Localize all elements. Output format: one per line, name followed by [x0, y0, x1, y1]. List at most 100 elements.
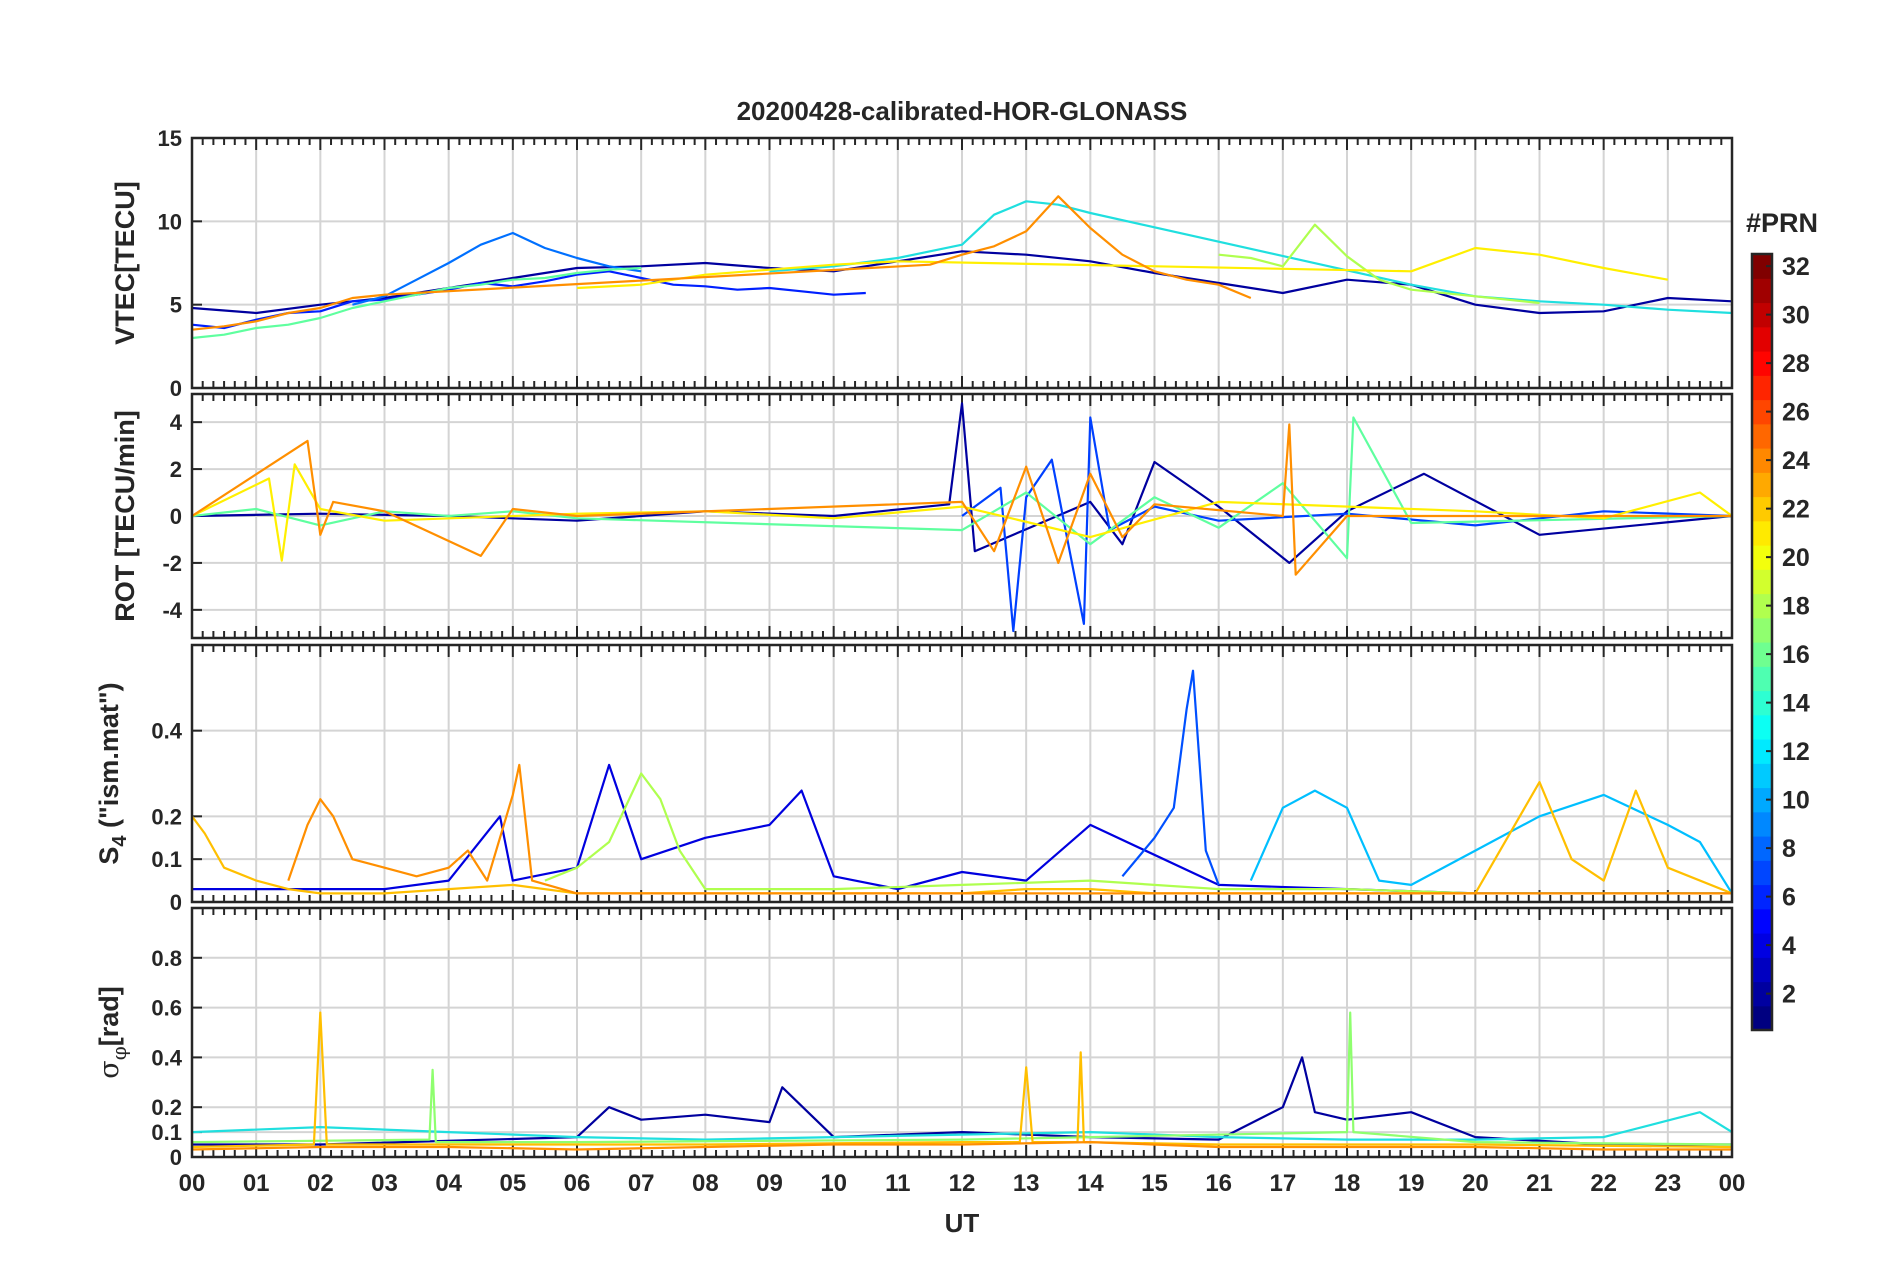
x-tick-label: 15 [1141, 1170, 1168, 1197]
panel-2: -4 -2 0 2 4 ROT [TECU/min] [110, 392, 1734, 640]
axes-frame [190, 136, 1734, 390]
colorbar-tick-label: 6 [1782, 884, 1796, 912]
y-axis-label: S4 ("ism.mat") [94, 682, 131, 864]
x-tick-label: 08 [692, 1170, 719, 1197]
colorbar-segment [1752, 448, 1772, 473]
y-axis-label: σφ[rad] [94, 986, 131, 1078]
colorbar-segment [1752, 569, 1772, 595]
series-prn-23 [287, 763, 1732, 895]
x-tick-label: 10 [820, 1170, 847, 1197]
x-tick-label: 05 [499, 1170, 526, 1197]
colorbar-tick-label: 4 [1782, 932, 1796, 960]
y-tick-label: -2 [162, 551, 182, 576]
y-tick-label: 2 [170, 457, 182, 482]
colorbar-segment [1752, 884, 1772, 910]
colorbar-segment [1752, 593, 1772, 619]
colorbar-segment [1752, 278, 1772, 304]
colorbar-tick-label: 8 [1782, 835, 1796, 863]
y-axis-label: ROT [TECU/min] [110, 410, 140, 621]
series-prn-23 [192, 195, 1252, 331]
colorbar-tick-label: 28 [1782, 350, 1810, 378]
y-axis-label: VTEC[TECU] [110, 181, 140, 345]
x-tick-label: 16 [1205, 1170, 1232, 1197]
x-tick-label: 12 [949, 1170, 976, 1197]
x-tick-label: 22 [1590, 1170, 1617, 1197]
series-prn-2 [192, 1056, 1732, 1146]
y-tick-label: 4 [170, 410, 183, 435]
colorbar-tick-label: 18 [1782, 593, 1810, 621]
colorbar-tick-label: 24 [1782, 447, 1810, 475]
colorbar-segment [1752, 399, 1772, 425]
colorbar-segment [1752, 302, 1772, 328]
colorbar-segment [1752, 520, 1772, 546]
panel-4: 00.10.2 0.4 0.6 0.8 σφ[rad] 00 01 02 03 04 05 06 07 0… [94, 906, 1746, 1197]
x-tick-label: 17 [1269, 1170, 1296, 1197]
x-tick-label: 01 [243, 1170, 270, 1197]
series-group [192, 402, 1732, 633]
x-tick-label: 18 [1334, 1170, 1361, 1197]
colorbar-segment [1752, 666, 1772, 692]
colorbar-segment [1752, 860, 1772, 886]
colorbar-segment [1752, 763, 1772, 789]
panel-3: 0 0.1 0.2 0.4 S4 ("ism.mat") [94, 643, 1734, 915]
x-tick-label: 04 [435, 1170, 462, 1197]
colorbar-segment [1752, 690, 1772, 716]
x-tick-label: 07 [628, 1170, 655, 1197]
colorbar-title: #PRN [1746, 208, 1818, 238]
y-tick-label: 15 [158, 126, 182, 151]
x-tick-label: 00 [1719, 1170, 1746, 1197]
colorbar-segment [1752, 326, 1772, 352]
colorbar-segment [1752, 1005, 1772, 1031]
colorbar-tick-label: 2 [1782, 981, 1796, 1009]
colorbar-segment [1752, 545, 1772, 570]
series-prn-17 [192, 1011, 1732, 1146]
x-tick-label: 23 [1654, 1170, 1681, 1197]
y-tick-label: 0.1 [151, 847, 182, 872]
series-prn-6 [961, 416, 1732, 633]
x-tick-label: 09 [756, 1170, 783, 1197]
y-tick-label: 0 [170, 504, 182, 529]
series-prn-5 [192, 270, 866, 330]
colorbar-tick-label: 26 [1782, 399, 1810, 427]
x-tick-label: 11 [885, 1170, 910, 1197]
colorbar-tick-label: 12 [1782, 738, 1810, 766]
colorbar-tick-label: 22 [1782, 496, 1810, 524]
colorbar-segment [1752, 496, 1772, 522]
y-tick-label: -4 [162, 598, 182, 623]
y-tick-label: 10 [158, 209, 182, 234]
y-tick-label: 0.4 [151, 719, 182, 744]
colorbar-tick-label: 10 [1782, 787, 1810, 815]
colorbar-segment [1752, 787, 1772, 813]
series-prn-7 [1121, 669, 1220, 886]
series-prn-22 [192, 780, 1732, 895]
colorbar-segment [1752, 933, 1772, 958]
series-prn-16 [192, 266, 642, 340]
axes-frame [190, 643, 1734, 904]
colorbar-segment [1752, 836, 1772, 861]
x-tick-label: 02 [307, 1170, 334, 1197]
y-tick-label: 0.8 [151, 946, 182, 971]
series-prn-20 [192, 463, 1732, 562]
series-group [192, 1011, 1732, 1151]
y-tick-label: 0 [170, 1145, 182, 1170]
y-tick-label: 5 [170, 293, 182, 318]
x-tick-label: 21 [1526, 1170, 1553, 1197]
series-group [192, 669, 1732, 895]
x-tick-label: 13 [1013, 1170, 1040, 1197]
series-prn-9 [352, 231, 642, 306]
y-tick-label: 0.2 [151, 804, 182, 829]
y-tick-label: 0.1 [151, 1120, 182, 1145]
series-prn-11 [1249, 789, 1732, 894]
series-prn-23 [192, 423, 1732, 576]
series-prn-18 [1218, 223, 1540, 305]
y-tick-label: 0.2 [151, 1095, 182, 1120]
colorbar-segment [1752, 642, 1772, 667]
colorbar-tick-label: 14 [1782, 690, 1810, 718]
y-tick-label: 0.6 [151, 996, 182, 1021]
y-tick-label: 0 [170, 890, 182, 915]
chart-title: 20200428-calibrated-HOR-GLONASS [737, 96, 1188, 126]
series-prn-3 [192, 763, 1732, 895]
axes-frame [190, 906, 1734, 1159]
